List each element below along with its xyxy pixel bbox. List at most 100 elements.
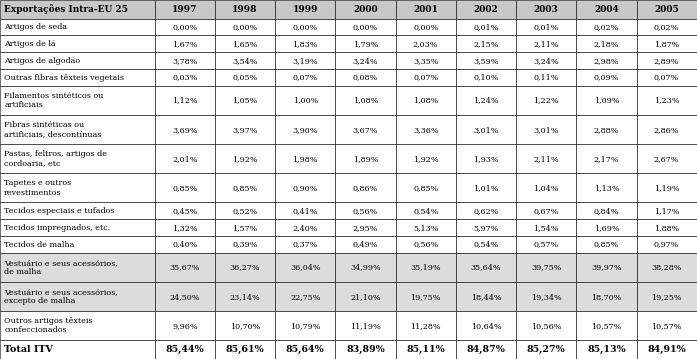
- Bar: [215, 115, 275, 144]
- Text: 0,07%: 0,07%: [293, 74, 318, 81]
- Bar: [335, 340, 396, 359]
- Bar: [396, 219, 456, 236]
- Text: 0,03%: 0,03%: [172, 74, 197, 81]
- Bar: [215, 340, 275, 359]
- Text: 2,95%: 2,95%: [353, 224, 378, 232]
- Text: 0,56%: 0,56%: [353, 207, 378, 215]
- Bar: [576, 115, 636, 144]
- Bar: [275, 19, 335, 36]
- Text: Vestuário e seus acessórios,
excepto de malha: Vestuário e seus acessórios, excepto de …: [4, 288, 118, 305]
- Text: 2004: 2004: [594, 5, 619, 14]
- Text: 84,91%: 84,91%: [648, 345, 686, 354]
- Bar: [215, 253, 275, 282]
- Text: 18,44%: 18,44%: [470, 293, 501, 301]
- Bar: [0, 19, 155, 36]
- Text: Artigos de algodão: Artigos de algodão: [4, 57, 80, 65]
- Text: 0,01%: 0,01%: [473, 23, 498, 31]
- Text: 3,54%: 3,54%: [232, 57, 258, 65]
- Text: 3,78%: 3,78%: [172, 57, 197, 65]
- Text: 1,09%: 1,09%: [594, 97, 619, 104]
- Text: 2,89%: 2,89%: [654, 57, 680, 65]
- Bar: [516, 36, 576, 52]
- Bar: [215, 202, 275, 219]
- Bar: [215, 52, 275, 69]
- Text: 1,54%: 1,54%: [533, 224, 559, 232]
- Text: 0,37%: 0,37%: [293, 241, 318, 248]
- Text: Fibras sintéticas ou
artificiais, descontínuas: Fibras sintéticas ou artificiais, descon…: [4, 121, 102, 138]
- Text: 3,36%: 3,36%: [413, 126, 438, 134]
- Text: 2,17%: 2,17%: [594, 155, 619, 163]
- Text: 1,89%: 1,89%: [353, 155, 378, 163]
- Bar: [516, 236, 576, 253]
- Text: 2,88%: 2,88%: [594, 126, 619, 134]
- Bar: [275, 282, 335, 311]
- Text: 21,10%: 21,10%: [350, 293, 381, 301]
- Bar: [396, 202, 456, 219]
- Bar: [456, 86, 516, 115]
- Bar: [576, 19, 636, 36]
- Text: 23,14%: 23,14%: [230, 293, 261, 301]
- Bar: [0, 69, 155, 86]
- Bar: [335, 202, 396, 219]
- Bar: [215, 173, 275, 202]
- Text: 2,98%: 2,98%: [594, 57, 619, 65]
- Bar: [335, 69, 396, 86]
- Text: 2,01%: 2,01%: [172, 155, 197, 163]
- Bar: [576, 86, 636, 115]
- Text: 2003: 2003: [534, 5, 558, 14]
- Text: 2,11%: 2,11%: [533, 40, 559, 48]
- Bar: [516, 86, 576, 115]
- Bar: [636, 219, 697, 236]
- Bar: [576, 253, 636, 282]
- Text: 19,25%: 19,25%: [651, 293, 682, 301]
- Bar: [155, 52, 215, 69]
- Bar: [456, 202, 516, 219]
- Text: 3,19%: 3,19%: [293, 57, 318, 65]
- Text: 1,01%: 1,01%: [473, 184, 498, 192]
- Text: 1,79%: 1,79%: [353, 40, 378, 48]
- Text: 36,04%: 36,04%: [290, 264, 321, 271]
- Bar: [155, 19, 215, 36]
- Text: 0,56%: 0,56%: [413, 241, 438, 248]
- Bar: [516, 69, 576, 86]
- Bar: [396, 19, 456, 36]
- Text: 35,19%: 35,19%: [411, 264, 441, 271]
- Bar: [456, 144, 516, 173]
- Text: 85,11%: 85,11%: [406, 345, 445, 354]
- Bar: [275, 253, 335, 282]
- Bar: [215, 69, 275, 86]
- Text: 0,85%: 0,85%: [594, 241, 619, 248]
- Text: 0,02%: 0,02%: [654, 23, 680, 31]
- Text: 34,99%: 34,99%: [350, 264, 381, 271]
- Text: 2,40%: 2,40%: [293, 224, 318, 232]
- Bar: [275, 115, 335, 144]
- Bar: [636, 236, 697, 253]
- Text: 35,64%: 35,64%: [470, 264, 501, 271]
- Text: 2,67%: 2,67%: [654, 155, 680, 163]
- Text: 2,03%: 2,03%: [413, 40, 438, 48]
- Text: 35,67%: 35,67%: [169, 264, 200, 271]
- Text: 1,08%: 1,08%: [413, 97, 438, 104]
- Bar: [155, 202, 215, 219]
- Bar: [636, 19, 697, 36]
- Bar: [516, 144, 576, 173]
- Bar: [456, 0, 516, 19]
- Bar: [456, 173, 516, 202]
- Bar: [335, 173, 396, 202]
- Text: 0,57%: 0,57%: [533, 241, 559, 248]
- Bar: [396, 282, 456, 311]
- Bar: [335, 86, 396, 115]
- Bar: [396, 236, 456, 253]
- Bar: [576, 52, 636, 69]
- Text: 1,05%: 1,05%: [232, 97, 258, 104]
- Bar: [0, 253, 155, 282]
- Bar: [576, 236, 636, 253]
- Bar: [636, 0, 697, 19]
- Bar: [215, 236, 275, 253]
- Text: 0,00%: 0,00%: [172, 23, 197, 31]
- Bar: [456, 311, 516, 340]
- Bar: [456, 19, 516, 36]
- Bar: [396, 36, 456, 52]
- Text: 1,92%: 1,92%: [232, 155, 258, 163]
- Text: 0,52%: 0,52%: [232, 207, 258, 215]
